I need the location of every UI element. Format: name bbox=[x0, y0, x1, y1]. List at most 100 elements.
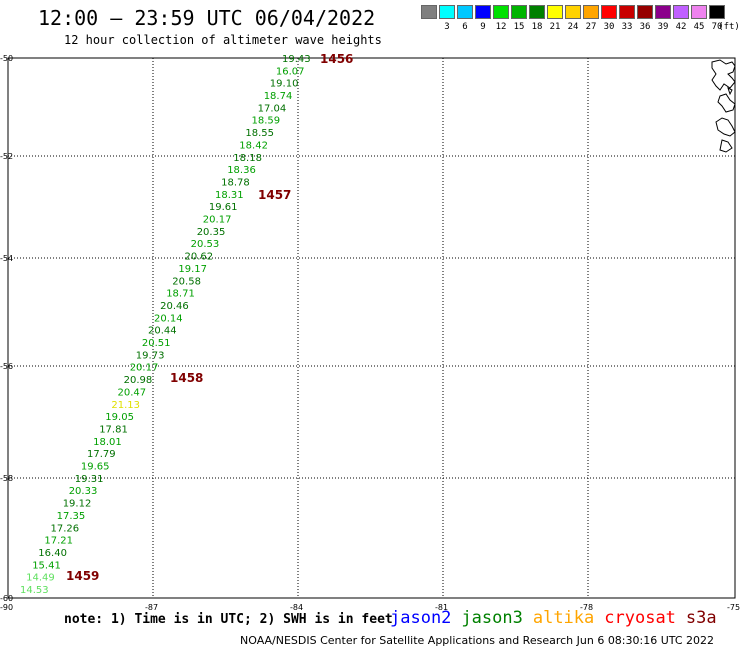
wave-height-value: 17.81 bbox=[99, 425, 128, 436]
wave-height-value: 20.17 bbox=[203, 215, 232, 226]
legend-swatch bbox=[565, 5, 581, 19]
wave-height-value: 20.44 bbox=[148, 326, 177, 337]
map-axes: -50 -52 -54 -56 -58 -60-90 -87 -84 -81 -78 -75 bbox=[0, 54, 740, 612]
satellite-altika: altika bbox=[532, 608, 595, 628]
wave-height-value: 19.10 bbox=[270, 79, 299, 90]
legend-unit: (ft) bbox=[718, 22, 740, 32]
wave-height-value: 19.12 bbox=[63, 499, 92, 510]
page-subtitle: 12 hour collection of altimeter wave hei… bbox=[64, 33, 382, 47]
lat-label: -56 bbox=[0, 362, 13, 371]
wave-height-value: 19.31 bbox=[75, 474, 104, 485]
coastline-segment bbox=[719, 139, 733, 153]
wave-height-value: 20.17 bbox=[130, 363, 159, 374]
lon-label: -90 bbox=[0, 603, 13, 612]
wave-height-value: 18.31 bbox=[215, 190, 244, 201]
lon-label: -75 bbox=[727, 603, 740, 612]
time-marker: 1459 bbox=[66, 569, 99, 583]
wave-height-value: 18.42 bbox=[239, 140, 268, 151]
legend-label: 24 bbox=[567, 22, 579, 32]
wave-height-value: 19.61 bbox=[209, 202, 238, 213]
wave-height-value: 18.71 bbox=[166, 289, 195, 300]
coastline-segment bbox=[717, 93, 736, 113]
wave-height-value: 18.55 bbox=[245, 128, 274, 139]
lat-label: -52 bbox=[0, 152, 13, 161]
legend-label: 18 bbox=[531, 22, 543, 32]
legend-label: 6 bbox=[462, 22, 468, 32]
legend-swatch bbox=[493, 5, 509, 19]
wave-height-value: 19.05 bbox=[105, 412, 134, 423]
wave-height-value: 18.01 bbox=[93, 437, 122, 448]
wave-height-value: 19.73 bbox=[136, 350, 165, 361]
legend-label: 70 bbox=[711, 22, 723, 32]
wave-height-value: 17.26 bbox=[51, 523, 80, 534]
legend-label: 30 bbox=[603, 22, 615, 32]
wave-height-value: 14.49 bbox=[26, 573, 55, 584]
coastline-segment bbox=[711, 59, 736, 91]
lon-label: -81 bbox=[435, 603, 448, 612]
page-title: 12:00 – 23:59 UTC 06/04/2022 bbox=[38, 6, 376, 30]
legend-swatch bbox=[421, 5, 437, 19]
wave-height-value: 21.13 bbox=[111, 400, 140, 411]
legend-label: 9 bbox=[480, 22, 486, 32]
legend-swatch bbox=[475, 5, 491, 19]
legend-label: 3 bbox=[444, 22, 450, 32]
wave-height-value: 16.07 bbox=[276, 66, 305, 77]
wave-height-value: 19.65 bbox=[81, 462, 110, 473]
legend-label: 45 bbox=[693, 22, 705, 32]
legend-label: 42 bbox=[675, 22, 687, 32]
lat-label: -54 bbox=[0, 254, 13, 263]
wave-height-value: 17.21 bbox=[44, 536, 73, 547]
wave-height-value: 18.78 bbox=[221, 178, 250, 189]
legend-label: 33 bbox=[621, 22, 633, 32]
legend-label: 36 bbox=[639, 22, 651, 32]
lat-label: -60 bbox=[0, 594, 13, 603]
legend-label: 15 bbox=[513, 22, 525, 32]
map-frame bbox=[7, 57, 736, 599]
legend-swatch bbox=[655, 5, 671, 19]
wave-height-value: 20.53 bbox=[191, 239, 220, 250]
wave-height-value: 20.62 bbox=[185, 252, 214, 263]
lat-label: -58 bbox=[0, 474, 13, 483]
lat-label: -50 bbox=[0, 54, 13, 63]
lon-label: -84 bbox=[290, 603, 303, 612]
wave-height-value: 19.17 bbox=[178, 264, 207, 275]
wave-height-value: 20.14 bbox=[154, 313, 183, 324]
wave-height-value: 16.40 bbox=[38, 548, 67, 559]
legend-swatch bbox=[619, 5, 635, 19]
wave-height-value: 18.74 bbox=[264, 91, 293, 102]
time-marker: 1456 bbox=[320, 52, 353, 66]
satellite-s3a: s3a bbox=[685, 608, 717, 628]
legend-swatch bbox=[583, 5, 599, 19]
map-grid bbox=[7, 57, 736, 599]
legend-label: 39 bbox=[657, 22, 669, 32]
satellite-jason3: jason3 bbox=[461, 608, 523, 628]
credit-line: NOAA/NESDIS Center for Satellite Applica… bbox=[240, 634, 715, 647]
wave-height-value: 20.98 bbox=[124, 375, 153, 386]
legend-swatch bbox=[709, 5, 725, 19]
legend-swatch bbox=[511, 5, 527, 19]
legend-swatch bbox=[529, 5, 545, 19]
legend-swatch bbox=[673, 5, 689, 19]
lon-label: -78 bbox=[580, 603, 593, 612]
legend-swatch bbox=[691, 5, 707, 19]
wave-height-value: 20.46 bbox=[160, 301, 189, 312]
lon-label: -87 bbox=[145, 603, 158, 612]
wave-height-value: 20.58 bbox=[172, 276, 201, 287]
legend-swatch bbox=[439, 5, 455, 19]
wave-height-value: 18.18 bbox=[233, 153, 262, 164]
coastline-segment bbox=[727, 87, 733, 96]
legend-label: 12 bbox=[495, 22, 507, 32]
legend-swatch bbox=[457, 5, 473, 19]
wave-height-value: 20.35 bbox=[197, 227, 226, 238]
wave-height-value: 20.51 bbox=[142, 338, 171, 349]
time-marker: 1458 bbox=[170, 371, 203, 385]
legend-swatch bbox=[637, 5, 653, 19]
wave-height-value: 17.35 bbox=[57, 511, 86, 522]
wave-height-value: 20.47 bbox=[118, 387, 147, 398]
wave-height-value: 15.41 bbox=[32, 560, 61, 571]
legend-swatch bbox=[601, 5, 617, 19]
wave-height-value: 19.43 bbox=[282, 54, 311, 65]
wave-height-value: 20.33 bbox=[69, 486, 98, 497]
